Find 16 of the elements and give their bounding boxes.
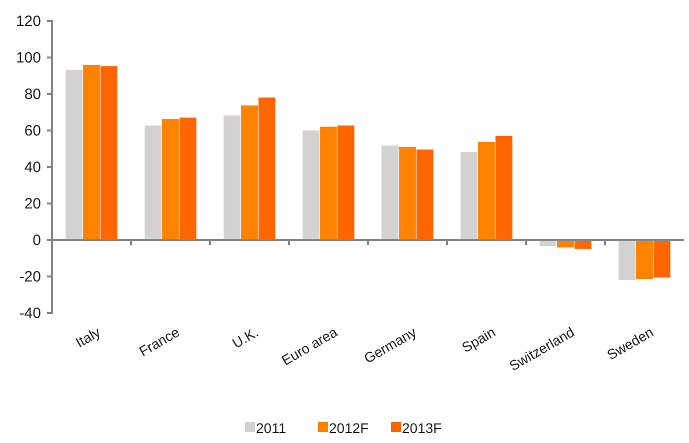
y-tick-label: -20	[19, 268, 41, 286]
y-tick-label: 40	[24, 158, 41, 176]
y-tick-label: 0	[32, 232, 41, 249]
y-tick-label: 20	[24, 195, 41, 212]
x-tick-label: Euro area	[278, 324, 340, 368]
y-tick-label: -40	[19, 304, 41, 322]
y-tick-label: 100	[16, 49, 41, 66]
legend-label: 2013F	[402, 420, 442, 436]
x-tick-label: Italy	[72, 324, 103, 350]
x-tick-label: U.K.	[229, 324, 261, 352]
y-tick-label: 60	[24, 122, 41, 140]
legend-label: 2012F	[329, 420, 369, 436]
x-tick-label: Spain	[458, 324, 498, 356]
y-tick-label: 120	[16, 12, 41, 30]
legend-label: 2011	[256, 420, 286, 436]
y-tick-label: 80	[24, 86, 41, 103]
